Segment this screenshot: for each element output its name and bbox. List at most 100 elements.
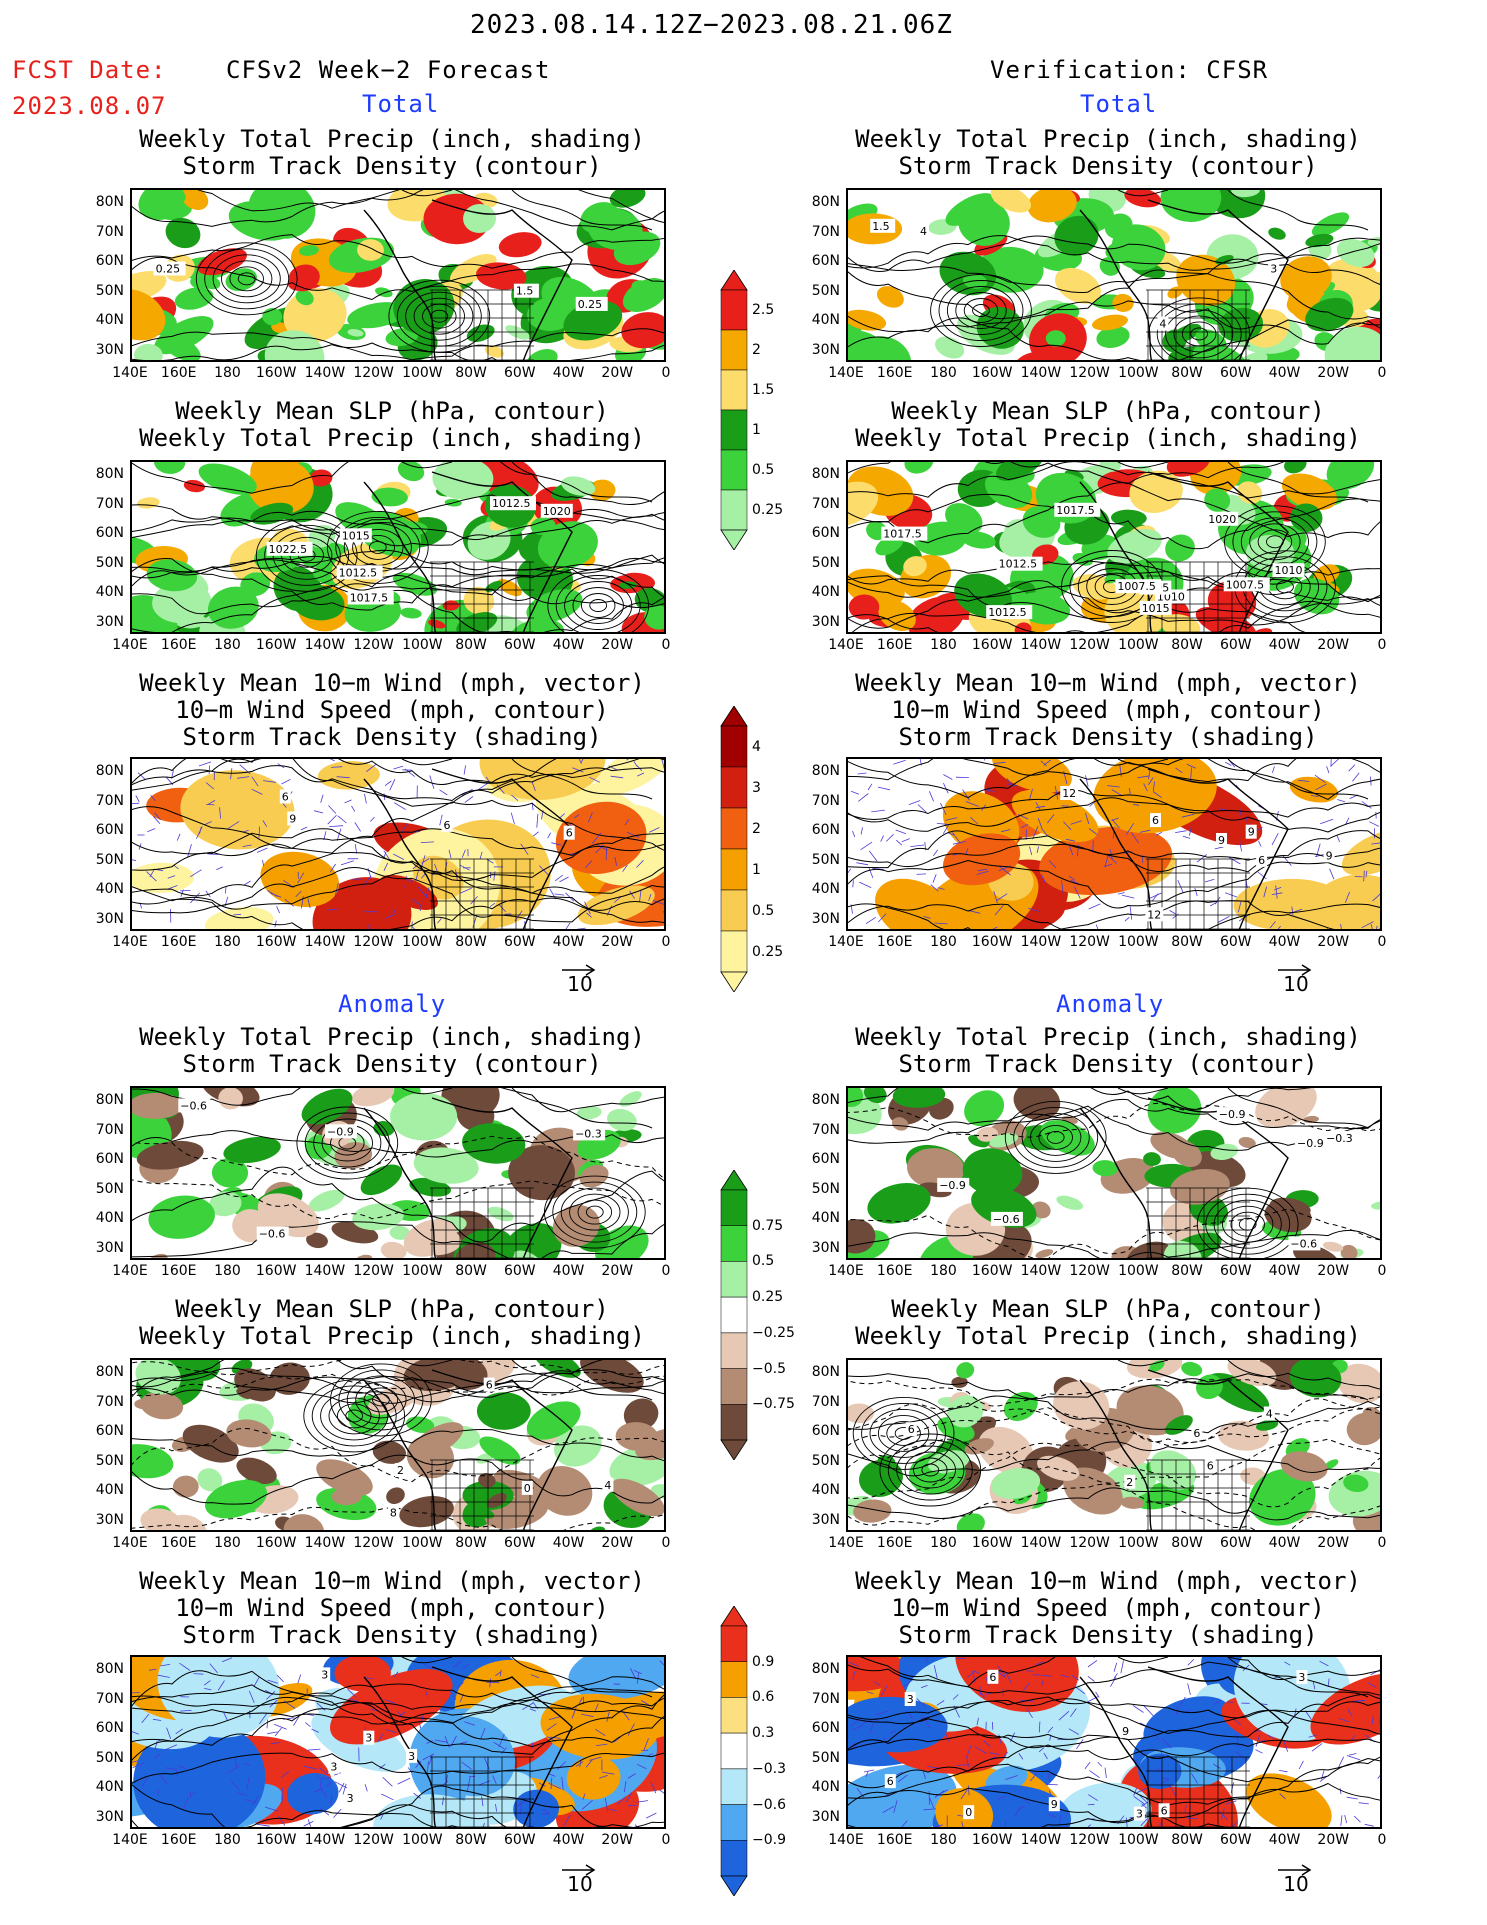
contour-label: 9 <box>287 811 299 826</box>
svg-text:9: 9 <box>1122 1725 1129 1738</box>
contour-label: 1020 <box>1206 511 1239 526</box>
contour-label: 6 <box>279 789 291 804</box>
svg-text:6: 6 <box>1193 1427 1200 1440</box>
svg-text:−0.9: −0.9 <box>1297 1137 1324 1150</box>
panel-title-line: Weekly Total Precip (inch, shading) <box>139 1023 645 1051</box>
panel-title-verification-1: Weekly Total Precip (inch, shading) Storm… <box>828 126 1388 180</box>
contour-label: 4 <box>918 223 929 238</box>
contour-label: −0.9 <box>1295 1136 1327 1151</box>
contour-label: 6 <box>563 825 575 840</box>
colorbar-tick-label: 0.5 <box>752 1253 775 1270</box>
svg-text:1007.5: 1007.5 <box>1226 578 1265 591</box>
longitude-label: 140E <box>828 1535 864 1551</box>
svg-text:−0.6: −0.6 <box>259 1228 286 1241</box>
panel-title-line: Weekly Mean SLP (hPa, contour) <box>175 397 609 425</box>
panel-title-line: Storm Track Density (shading) <box>182 1621 602 1649</box>
colorbar-tick-label: 3 <box>752 779 761 796</box>
arrow-right-icon <box>562 964 596 976</box>
svg-text:0: 0 <box>524 1482 531 1495</box>
contour-label: 1017.5 <box>881 526 928 541</box>
map-canvas: 6 6 9 6 <box>132 759 664 929</box>
latitude-label: 50N <box>95 282 124 299</box>
longitude-label: 140W <box>304 637 346 653</box>
section-anomaly-left: Anomaly <box>338 990 447 1018</box>
contour-label: 6 <box>1150 813 1161 828</box>
map-canvas: 3 3 3 3 3 <box>132 1657 664 1827</box>
svg-text:2: 2 <box>1126 1476 1133 1489</box>
colorbar-tick-label: 2 <box>752 820 761 837</box>
svg-text:6: 6 <box>989 1671 996 1684</box>
svg-text:0.25: 0.25 <box>156 263 181 276</box>
longitude-label: 0 <box>1377 637 1387 653</box>
longitude-label: 140W <box>1020 365 1062 381</box>
longitude-label: 180 <box>214 1535 241 1551</box>
longitude-label: 120W <box>1069 1535 1110 1551</box>
longitude-label: 120W <box>1069 1263 1110 1279</box>
section-total-left: Total <box>362 90 440 118</box>
longitude-label: 100W <box>402 637 443 653</box>
longitude-label: 20W <box>601 637 634 653</box>
longitude-label: 160E <box>876 365 913 381</box>
panel-title-verification-2: Weekly Mean SLP (hPa, contour) Weekly Tot… <box>828 398 1388 452</box>
longitude-label: 0 <box>1377 934 1387 950</box>
longitude-label: 80W <box>455 1535 487 1551</box>
latitude-label: 60N <box>95 1720 124 1736</box>
longitude-label: 80W <box>1171 1832 1203 1848</box>
latitude-label: 80N <box>811 1661 840 1677</box>
longitude-label: 80W <box>455 637 487 653</box>
svg-text:6: 6 <box>444 819 451 832</box>
longitude-label: 140W <box>304 1263 346 1279</box>
svg-text:1017.5: 1017.5 <box>883 528 922 541</box>
section-anomaly-right: Anomaly <box>1056 990 1165 1018</box>
contour-label: 1012.5 <box>336 565 383 580</box>
longitude-label: 60W <box>503 1535 536 1551</box>
contour-label: −0.9 <box>937 1177 970 1192</box>
svg-text:6: 6 <box>1161 1804 1168 1817</box>
longitude-label: 140E <box>112 934 148 950</box>
longitude-label: 0 <box>661 1832 671 1848</box>
svg-text:4: 4 <box>1266 1408 1273 1421</box>
latitude-label: 50N <box>95 1452 124 1469</box>
contour-label: −0.3 <box>573 1126 606 1141</box>
contour-label: 1017.5 <box>347 590 394 605</box>
contour-label: 3 <box>406 1748 418 1763</box>
svg-text:1017.5: 1017.5 <box>350 592 389 605</box>
longitude-label: 80W <box>1171 637 1203 653</box>
map-verification-precip-total: 3 4 4 1.5 <box>846 188 1382 362</box>
longitude-label: 0 <box>1377 1263 1387 1279</box>
latitude-label: 80N <box>95 194 124 210</box>
longitude-label: 160E <box>160 365 197 381</box>
svg-text:1012.5: 1012.5 <box>999 558 1038 571</box>
longitude-label: 160W <box>255 1535 297 1551</box>
vector-reference-label: 10 <box>567 1872 593 1896</box>
longitude-label: 20W <box>1317 637 1350 653</box>
contour-label: −0.6 <box>256 1226 289 1241</box>
longitude-label: 40W <box>552 637 585 653</box>
arrow-right-icon <box>1278 1864 1312 1876</box>
longitude-label: 0 <box>661 365 671 381</box>
colorbar-tick-label: 0.5 <box>752 462 775 478</box>
contour-label: 6 <box>1191 1425 1203 1440</box>
longitude-label: 60W <box>1219 934 1252 950</box>
latitude-label: 70N <box>811 223 840 240</box>
latitude-label: 50N <box>95 1749 124 1766</box>
panel-title-line: 10−m Wind Speed (mph, contour) <box>175 1594 609 1622</box>
latitude-label: 50N <box>811 851 840 868</box>
fcst-date-value: 2023.08.07 <box>12 92 167 120</box>
longitude-label: 140E <box>112 1832 148 1848</box>
longitude-label: 140E <box>112 365 148 381</box>
latitude-label: 80N <box>95 1661 124 1677</box>
longitude-label: 20W <box>601 1832 634 1848</box>
contour-label: 2 <box>395 1463 406 1477</box>
latitude-label: 30N <box>95 613 124 630</box>
longitude-label: 100W <box>1118 1535 1159 1551</box>
svg-text:6: 6 <box>566 827 573 840</box>
svg-text:6: 6 <box>887 1775 894 1788</box>
panel-title-forecast-3: Weekly Mean 10−m Wind (mph, vector) 10−m … <box>112 670 672 751</box>
longitude-label: 20W <box>1317 365 1350 381</box>
longitude-label: 160E <box>876 1832 913 1848</box>
longitude-label: 160E <box>876 1535 913 1551</box>
svg-text:3: 3 <box>330 1761 337 1774</box>
longitude-label: 180 <box>930 1263 957 1279</box>
panel-title-line: 10−m Wind Speed (mph, contour) <box>175 696 609 724</box>
